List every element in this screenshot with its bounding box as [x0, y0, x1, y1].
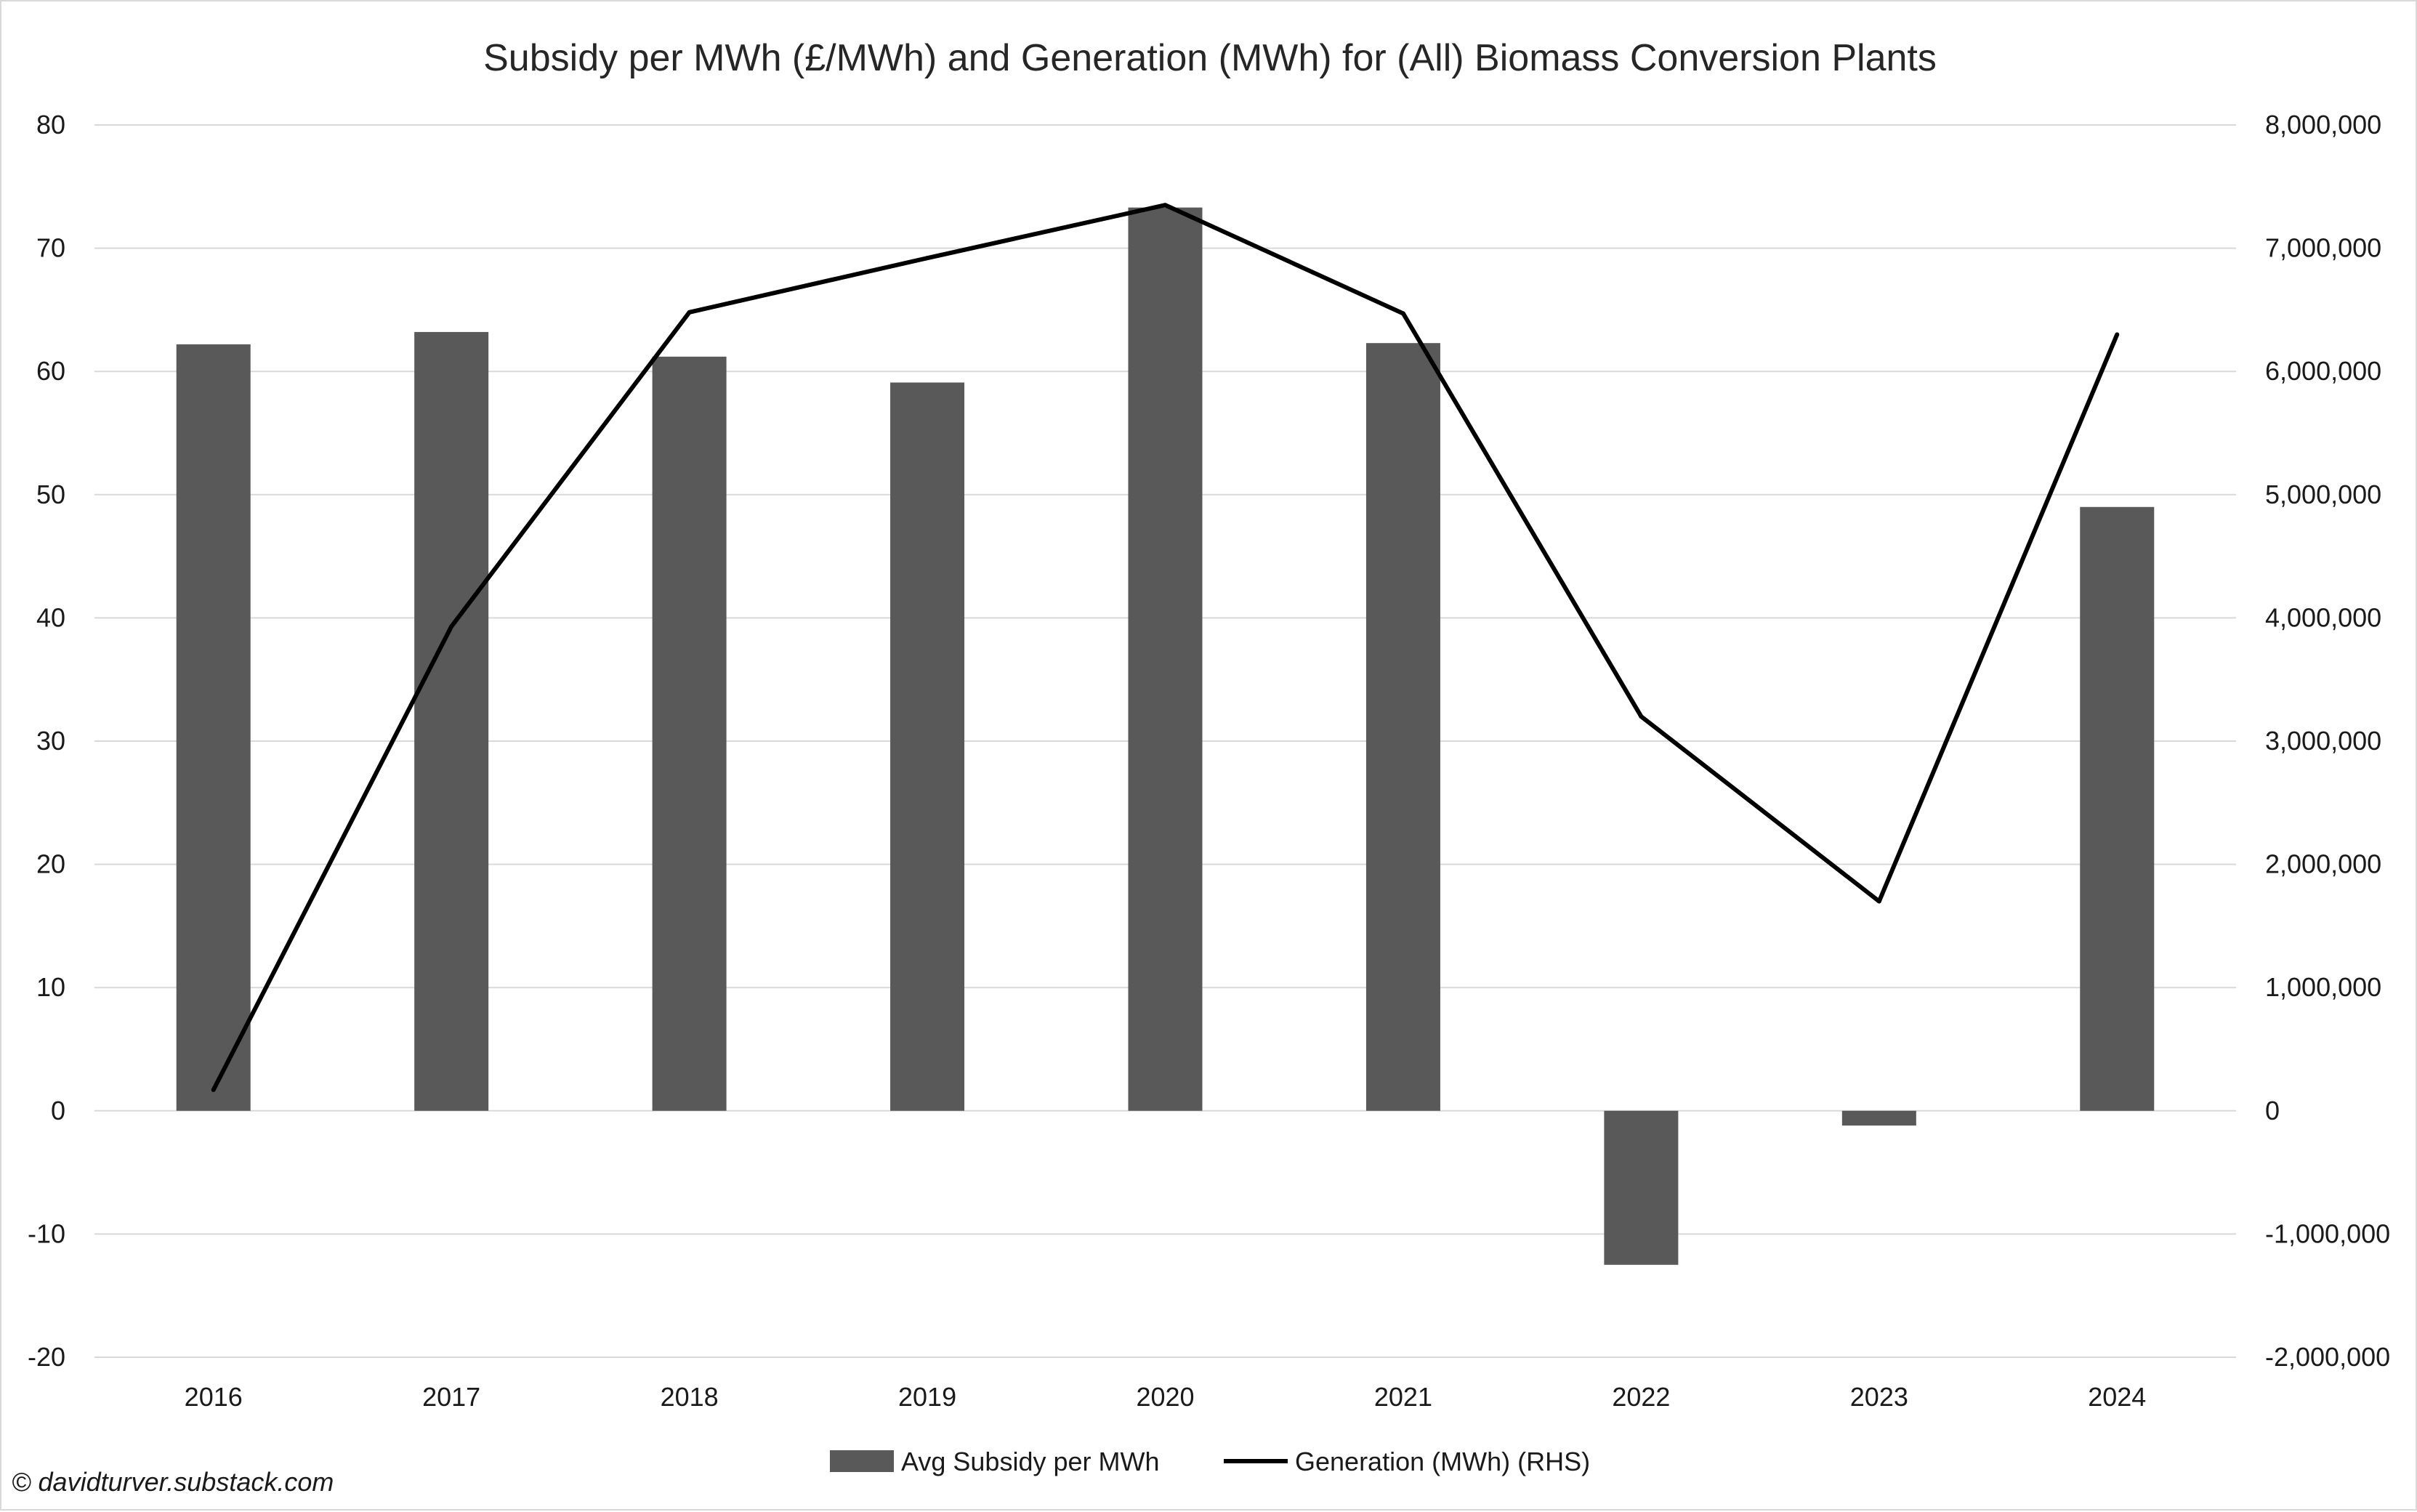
bar-2016 — [176, 344, 251, 1111]
bar-2024 — [2080, 506, 2155, 1111]
bar-series — [176, 207, 2155, 1265]
left-axis-tick-label: 20 — [36, 849, 65, 879]
line-point-2017 — [449, 624, 454, 629]
bar-2022 — [1604, 1110, 1679, 1265]
left-axis-tick-label: 80 — [36, 110, 65, 140]
legend-label-bar: Avg Subsidy per MWh — [901, 1447, 1159, 1476]
x-axis-tick-label: 2018 — [661, 1382, 719, 1412]
right-axis-tick-label: 0 — [2265, 1096, 2280, 1125]
credit-text: © davidturver.substack.com — [12, 1467, 334, 1497]
bar-2021 — [1365, 343, 1440, 1111]
left-axis-tick-label: 30 — [36, 726, 65, 756]
bar-2020 — [1128, 207, 1203, 1111]
left-y-axis: -20 -10 0 10 20 30 40 50 60 70 80 — [28, 110, 65, 1372]
x-axis-tick-label: 2017 — [422, 1382, 480, 1412]
line-point-2024 — [2115, 332, 2120, 337]
x-axis-tick-label: 2022 — [1612, 1382, 1670, 1412]
left-axis-tick-label: 0 — [51, 1096, 65, 1125]
legend-label-line: Generation (MWh) (RHS) — [1295, 1447, 1590, 1476]
right-axis-tick-label: -1,000,000 — [2265, 1218, 2390, 1248]
legend-swatch-bar — [830, 1450, 894, 1472]
right-axis-tick-label: 2,000,000 — [2265, 849, 2381, 879]
bar-2017 — [414, 331, 489, 1111]
bar-2023 — [1841, 1110, 1916, 1126]
line-point-2018 — [687, 310, 692, 315]
line-point-2020 — [1163, 203, 1168, 208]
right-axis-tick-label: 5,000,000 — [2265, 480, 2381, 509]
line-point-2021 — [1400, 311, 1405, 316]
line-point-2019 — [925, 256, 930, 261]
bar-2018 — [652, 356, 727, 1111]
right-axis-tick-label: 7,000,000 — [2265, 233, 2381, 263]
chart-title: Subsidy per MWh (£/MWh) and Generation (… — [483, 37, 1937, 79]
line-point-2022 — [1639, 714, 1644, 719]
x-axis-tick-label: 2019 — [898, 1382, 956, 1412]
x-axis-tick-label: 2021 — [1374, 1382, 1432, 1412]
left-axis-tick-label: 60 — [36, 356, 65, 386]
left-axis-tick-label: 10 — [36, 972, 65, 1002]
x-axis-tick-label: 2023 — [1850, 1382, 1908, 1412]
left-axis-tick-label: -20 — [28, 1342, 65, 1372]
x-axis: 2016 2017 2018 2019 2020 2021 2022 2023 2024 — [185, 1382, 2147, 1412]
left-axis-tick-label: -10 — [28, 1218, 65, 1248]
line-point-2016 — [211, 1087, 216, 1092]
line-series — [211, 203, 2120, 1092]
x-axis-tick-label: 2016 — [185, 1382, 243, 1412]
legend: Avg Subsidy per MWh Generation (MWh) (RH… — [830, 1447, 1590, 1476]
x-axis-tick-label: 2020 — [1136, 1382, 1194, 1412]
left-axis-tick-label: 50 — [36, 480, 65, 509]
right-axis-tick-label: 1,000,000 — [2265, 972, 2381, 1002]
right-y-axis: -2,000,000 -1,000,000 0 1,000,000 2,000,000 3… — [2265, 110, 2390, 1372]
right-axis-tick-label: 8,000,000 — [2265, 110, 2381, 140]
right-axis-tick-label: -2,000,000 — [2265, 1342, 2390, 1372]
right-axis-tick-label: 4,000,000 — [2265, 602, 2381, 632]
line-point-2023 — [1876, 899, 1881, 904]
left-axis-tick-label: 40 — [36, 602, 65, 632]
right-axis-tick-label: 3,000,000 — [2265, 726, 2381, 756]
bar-2019 — [890, 382, 965, 1111]
x-axis-tick-label: 2024 — [2088, 1382, 2146, 1412]
right-axis-tick-label: 6,000,000 — [2265, 356, 2381, 386]
left-axis-tick-label: 70 — [36, 233, 65, 263]
